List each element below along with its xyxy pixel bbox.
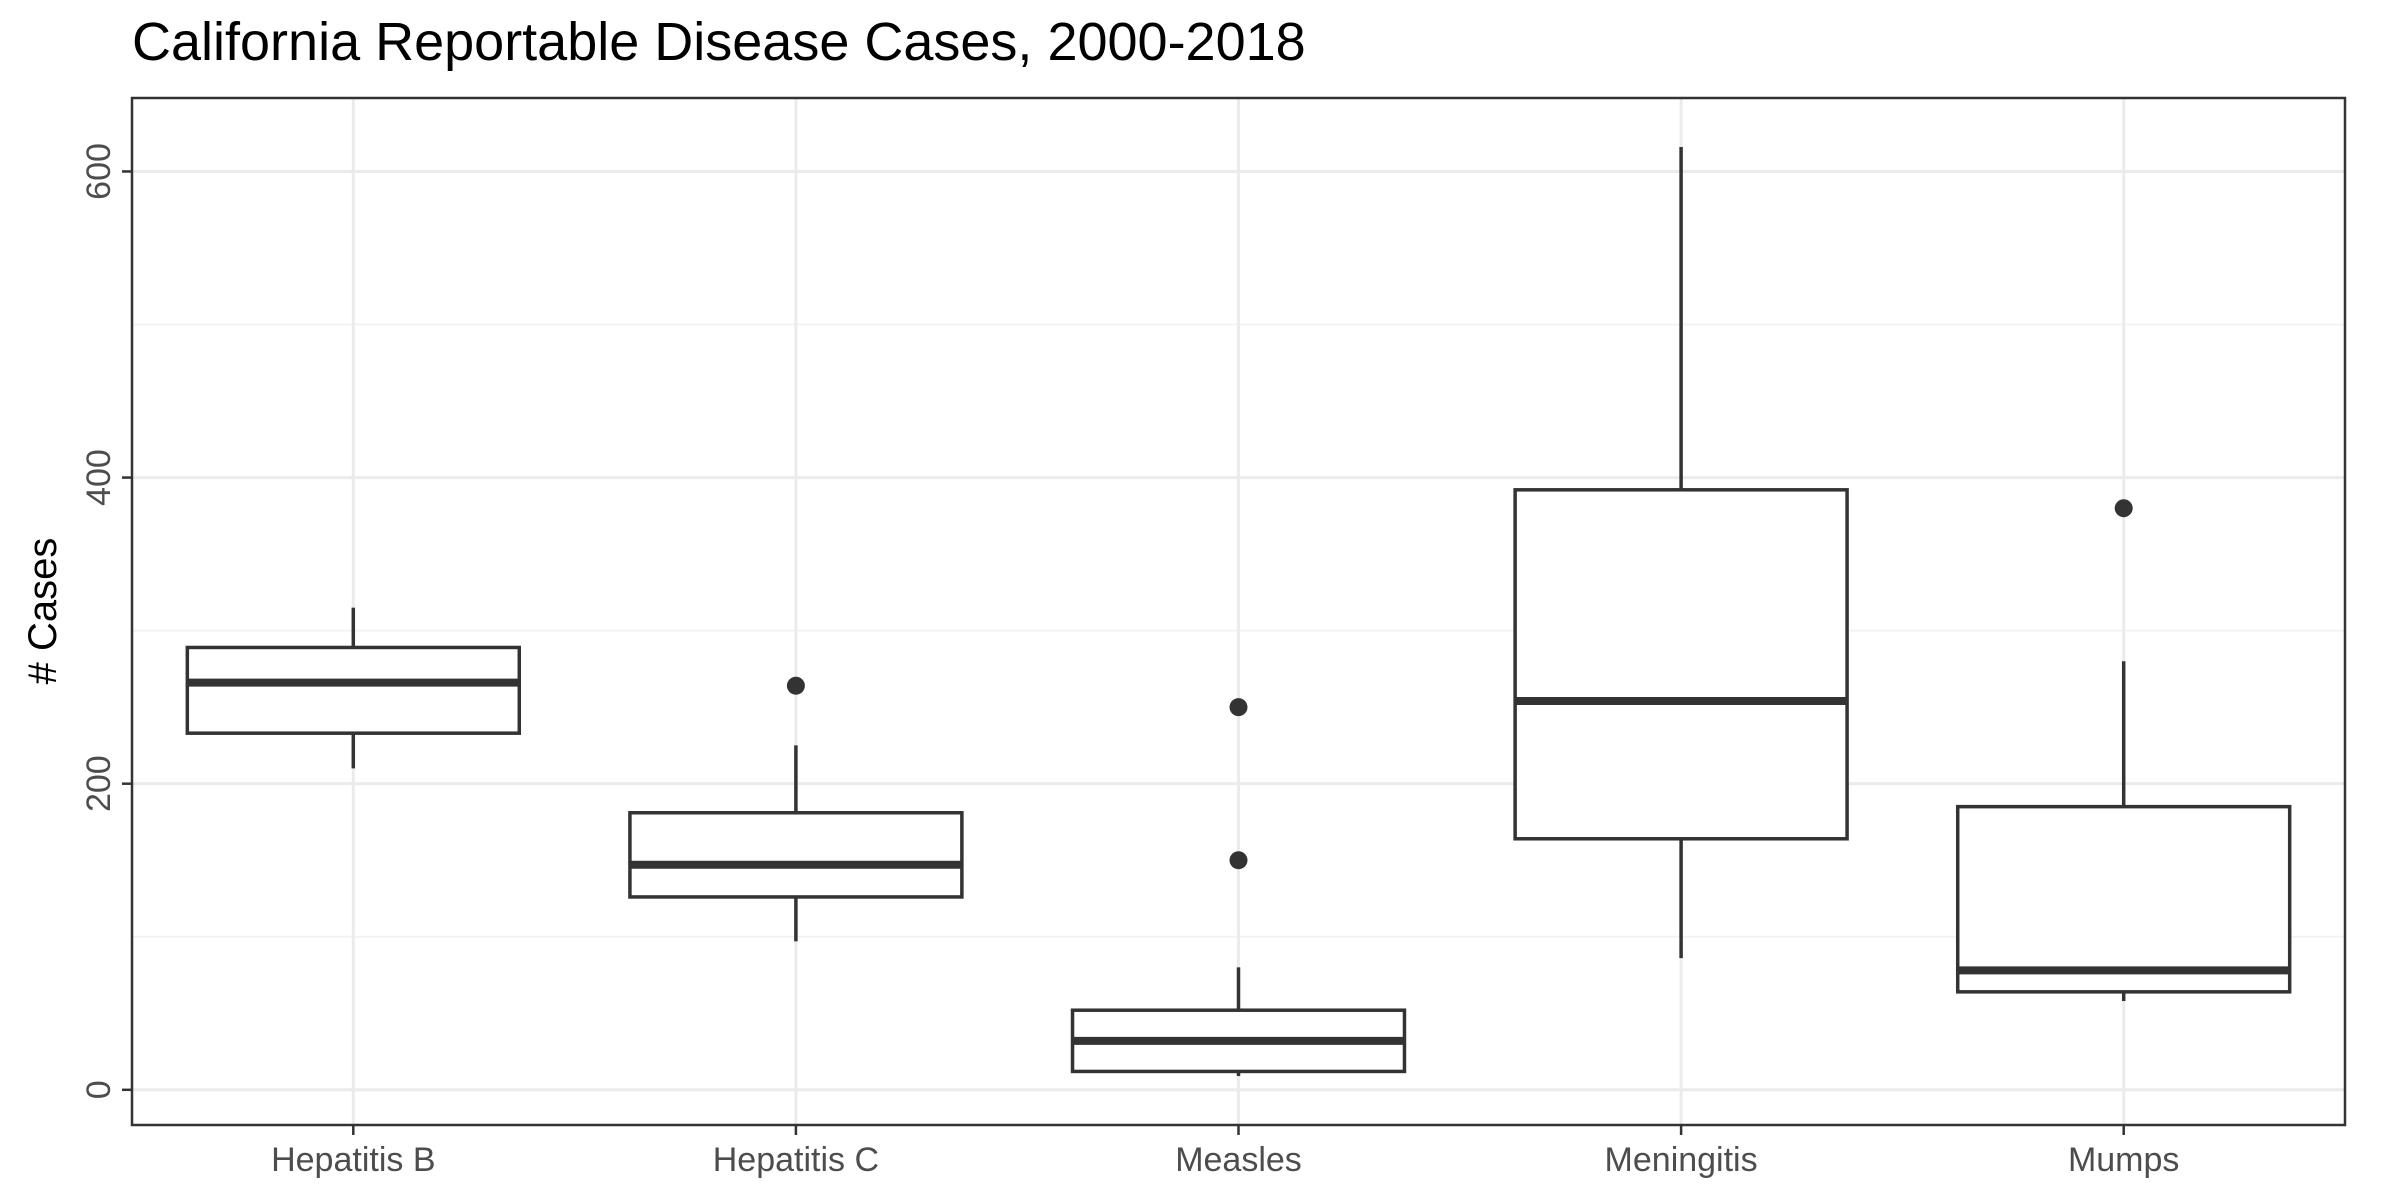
y-tick-label: 0 (80, 1080, 118, 1099)
y-tick-label: 200 (80, 755, 118, 812)
axes: 0 200 400 600 Hepatitis B Hepatitis C Measles M… (80, 143, 2179, 1179)
y-tick-label: 400 (80, 449, 118, 506)
box-group (1955, 499, 2292, 1002)
box-group (185, 607, 522, 769)
boxes (185, 146, 2292, 1077)
outlier-point (1229, 698, 1248, 717)
box-group (1070, 698, 1407, 1077)
chart-title: California Reportable Disease Cases, 200… (132, 12, 1306, 72)
x-tick-label: Mumps (2068, 1141, 2179, 1179)
outlier-point (786, 676, 805, 695)
y-axis-label: # Cases (21, 538, 65, 685)
iqr-box (185, 645, 522, 735)
outlier-point (1229, 851, 1248, 870)
outlier-point (2114, 499, 2133, 518)
box-group (628, 676, 964, 942)
iqr-box (628, 811, 964, 899)
x-tick-label: Hepatitis C (713, 1141, 879, 1179)
x-tick-label: Measles (1175, 1141, 1302, 1179)
x-tick-label: Hepatitis B (271, 1141, 435, 1179)
x-tick-label: Meningitis (1605, 1141, 1758, 1179)
iqr-box (1955, 804, 2292, 994)
y-tick-label: 600 (80, 143, 118, 200)
iqr-box (1513, 488, 1849, 841)
box-group (1513, 146, 1849, 959)
